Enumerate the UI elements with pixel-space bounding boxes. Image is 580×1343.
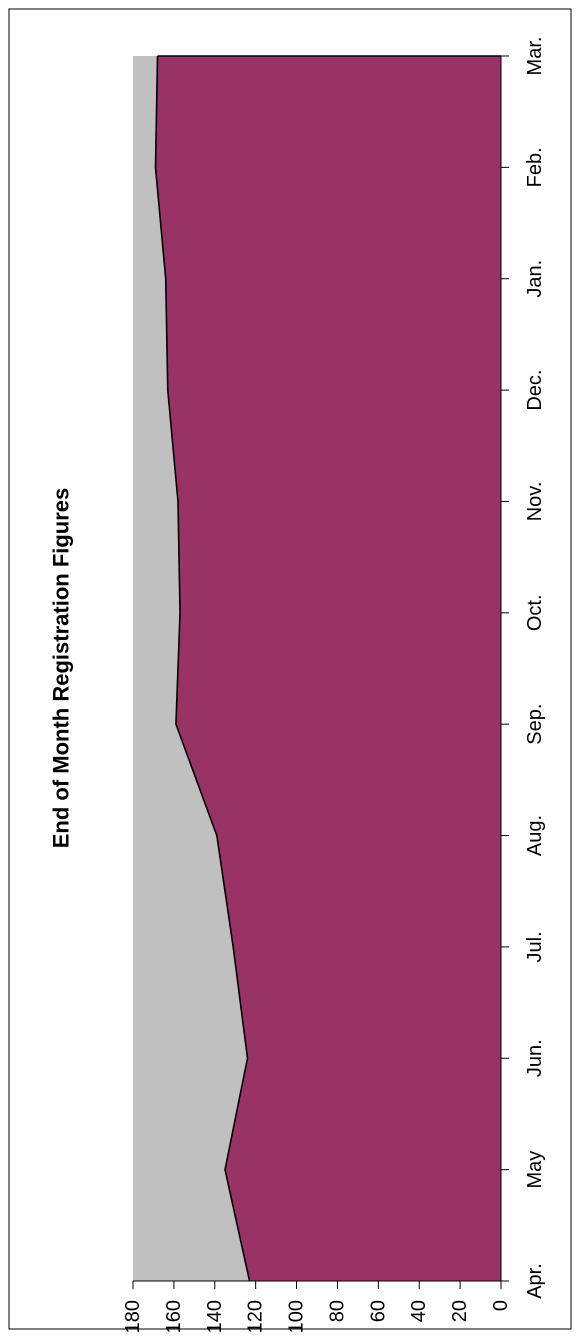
- category-tick-label: Jul.: [524, 931, 546, 962]
- category-tick-label: Mar.: [524, 37, 546, 76]
- value-tick-label: 160: [163, 1300, 185, 1333]
- category-tick-label: Aug.: [524, 815, 546, 856]
- series-layer: [154, 55, 502, 1282]
- value-tick-label: 0: [490, 1300, 512, 1311]
- category-tick-label: Jun.: [524, 1039, 546, 1077]
- value-tick-label: 120: [245, 1300, 267, 1333]
- value-tick-label: 100: [286, 1300, 308, 1333]
- category-tick-label: Nov.: [524, 482, 546, 522]
- category-tick-label: Oct.: [524, 594, 546, 631]
- series-area-0: [155, 56, 502, 1281]
- value-tick-label: 140: [204, 1300, 226, 1333]
- series-outline-0: [154, 55, 251, 1282]
- category-tick-label: May: [524, 1151, 546, 1189]
- value-tick-label: 40: [408, 1300, 430, 1322]
- category-tick-label: Jan.: [524, 260, 546, 298]
- category-tick-label: Apr.: [524, 1263, 546, 1299]
- category-tick-label: Feb.: [524, 147, 546, 187]
- chart-title: End of Month Registration Figures: [49, 488, 74, 849]
- category-tick-label: Dec.: [524, 370, 546, 411]
- axis-layer: 0 20 40 60 80 100 120 140 160 180 Apr. May Jun. Jul. A…: [122, 37, 546, 1334]
- category-tick-label: Sep.: [524, 704, 546, 745]
- value-tick-label: 20: [449, 1300, 471, 1322]
- value-tick-label: 80: [326, 1300, 348, 1322]
- value-tick-label: 180: [122, 1300, 144, 1333]
- value-tick-label: 60: [367, 1300, 389, 1322]
